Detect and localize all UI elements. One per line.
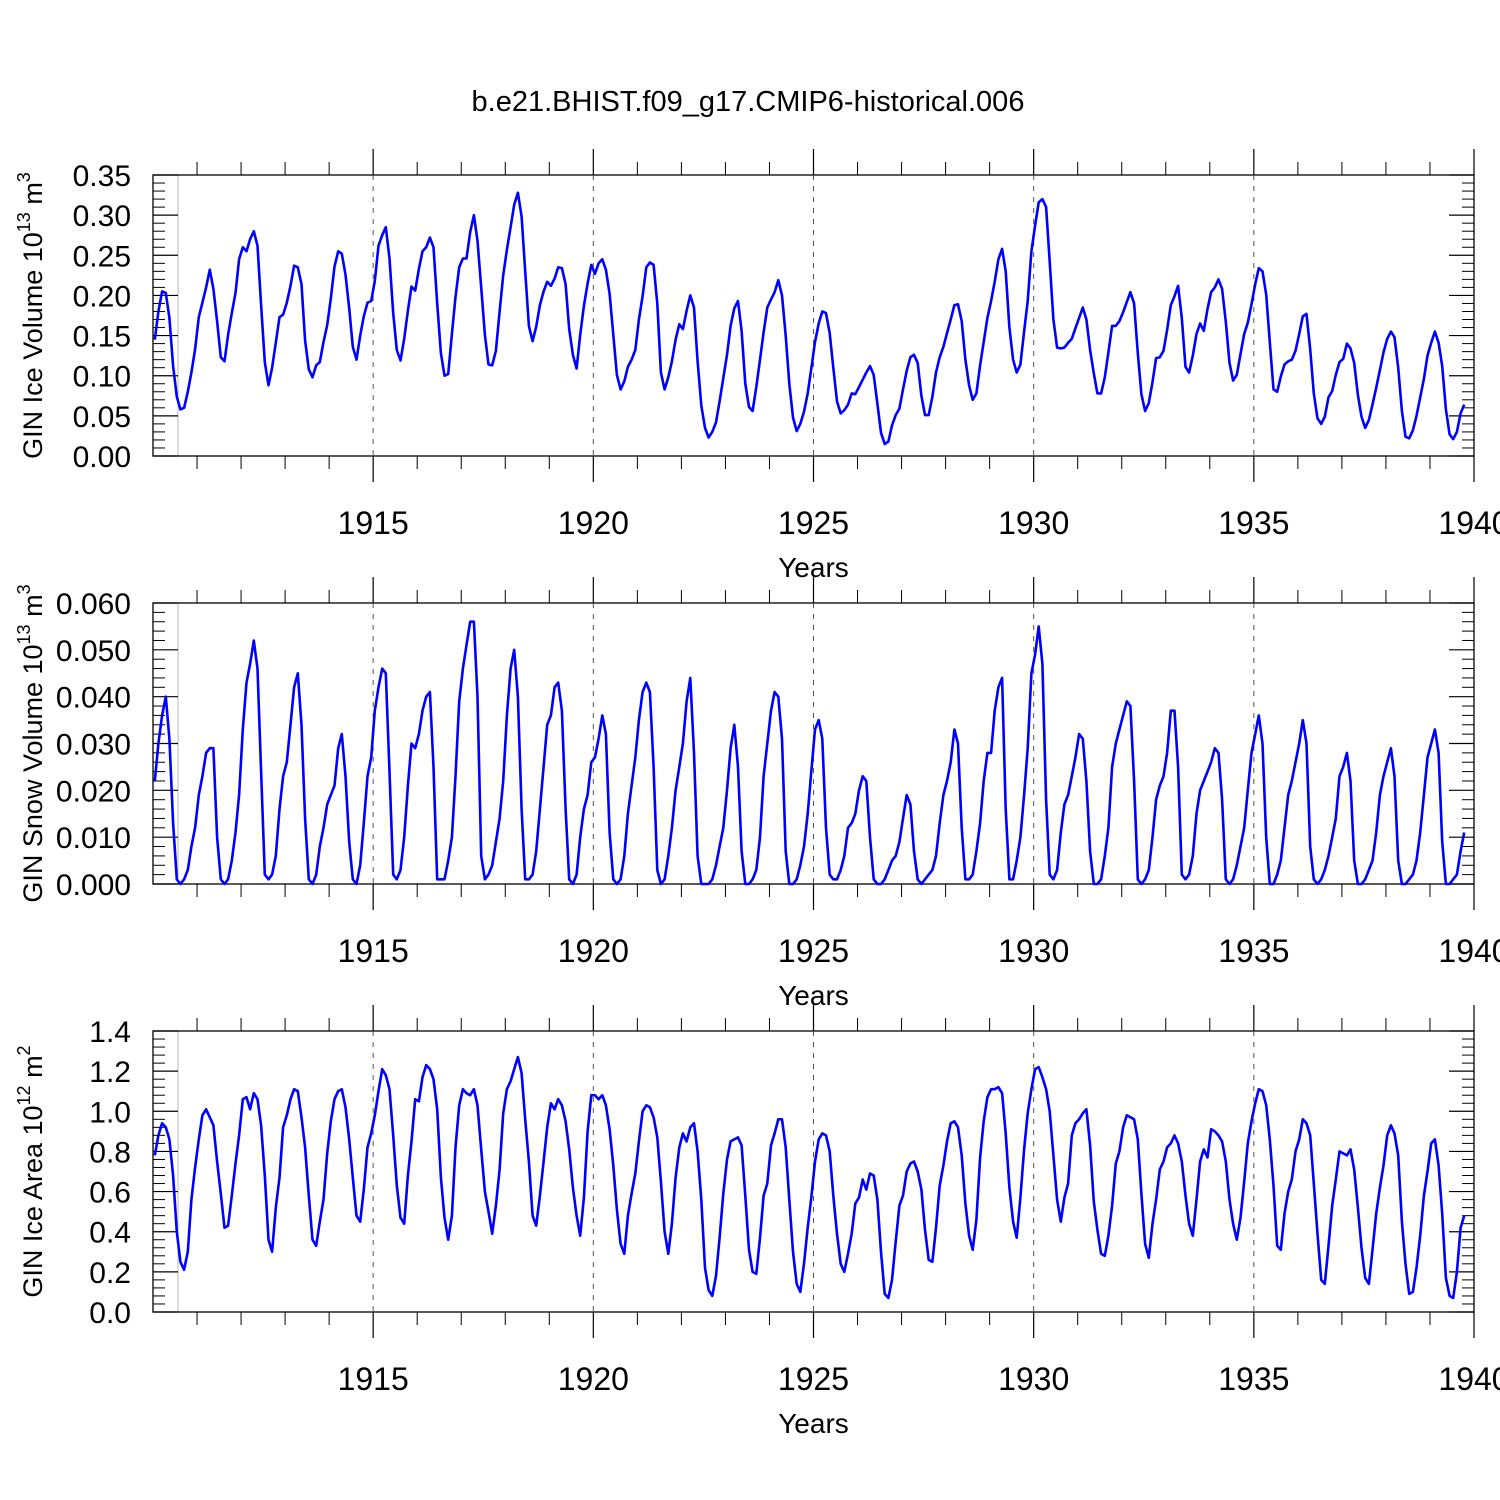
y-tick-label: 0.25 (73, 240, 131, 273)
x-tick-label: 1920 (558, 505, 629, 541)
y-label-unit: m (18, 1055, 48, 1085)
x-tick-label: 1930 (998, 1361, 1069, 1397)
x-tick-label: 1925 (778, 933, 849, 969)
y-tick-label: 0.040 (56, 682, 131, 715)
y-tick-label: 0.35 (73, 160, 131, 193)
y-tick-label: 0.050 (56, 635, 131, 668)
y-tick-label: 0.15 (73, 321, 131, 354)
y-axis-label: GIN Snow Volume 1013 m3 (14, 584, 48, 902)
y-label-unit-exp: 2 (14, 1045, 34, 1055)
x-tick-label: 1935 (1218, 505, 1289, 541)
y-tick-label: 1.2 (89, 1056, 131, 1089)
ice-area-series-line (153, 1055, 1466, 1300)
y-tick-label: 0.4 (89, 1217, 131, 1250)
y-tick-label: 0.8 (89, 1136, 131, 1169)
x-tick-label: 1915 (338, 933, 409, 969)
y-label-base: GIN Ice Area 10 (18, 1105, 48, 1297)
x-tick-label: 1925 (778, 1361, 849, 1397)
y-tick-label: 1.4 (89, 1016, 131, 1049)
y-label-unit: m (18, 594, 48, 624)
y-label-exp: 13 (14, 624, 34, 644)
y-tick-label: 0.010 (56, 822, 131, 855)
y-tick-label: 0.20 (73, 280, 131, 313)
y-tick-label: 0.05 (73, 401, 131, 434)
x-tick-label: 1935 (1218, 1361, 1289, 1397)
y-label-unit: m (18, 182, 48, 212)
y-label-unit-exp: 3 (14, 172, 34, 182)
x-tick-label: 1915 (338, 505, 409, 541)
y-tick-label: 1.0 (89, 1096, 131, 1129)
ice-volume-series-line (153, 191, 1466, 446)
x-tick-label: 1930 (998, 933, 1069, 969)
y-tick-label: 0.00 (73, 441, 131, 474)
y-axis-label: GIN Ice Area 1012 m2 (14, 1045, 48, 1297)
y-tick-label: 0.000 (56, 869, 131, 902)
y-tick-label: 0.030 (56, 729, 131, 762)
y-tick-label: 0.0 (89, 1297, 131, 1330)
x-tick-label: 1930 (998, 505, 1069, 541)
x-tick-label: 1920 (558, 1361, 629, 1397)
y-label-base: GIN Ice Volume 10 (18, 232, 48, 459)
x-tick-label: 1935 (1218, 933, 1289, 969)
y-label-exp: 13 (14, 212, 34, 232)
y-tick-label: 0.060 (56, 588, 131, 621)
y-tick-label: 0.2 (89, 1257, 131, 1290)
y-label-base: GIN Snow Volume 10 (18, 644, 48, 902)
y-label-exp: 12 (14, 1085, 34, 1105)
x-tick-label: 1915 (338, 1361, 409, 1397)
y-tick-label: 0.10 (73, 361, 131, 394)
y-tick-label: 0.30 (73, 200, 131, 233)
x-tick-label: 1925 (778, 505, 849, 541)
x-tick-label: 1920 (558, 933, 629, 969)
y-axis-label: GIN Ice Volume 1013 m3 (14, 172, 48, 459)
figure-title: b.e21.BHIST.f09_g17.CMIP6-historical.006 (472, 86, 1025, 118)
y-tick-label: 0.020 (56, 775, 131, 808)
y-tick-label: 0.6 (89, 1177, 131, 1210)
y-label-unit-exp: 3 (14, 584, 34, 594)
x-axis-label: Years (778, 1408, 849, 1439)
snow-volume-series-line (153, 620, 1466, 886)
